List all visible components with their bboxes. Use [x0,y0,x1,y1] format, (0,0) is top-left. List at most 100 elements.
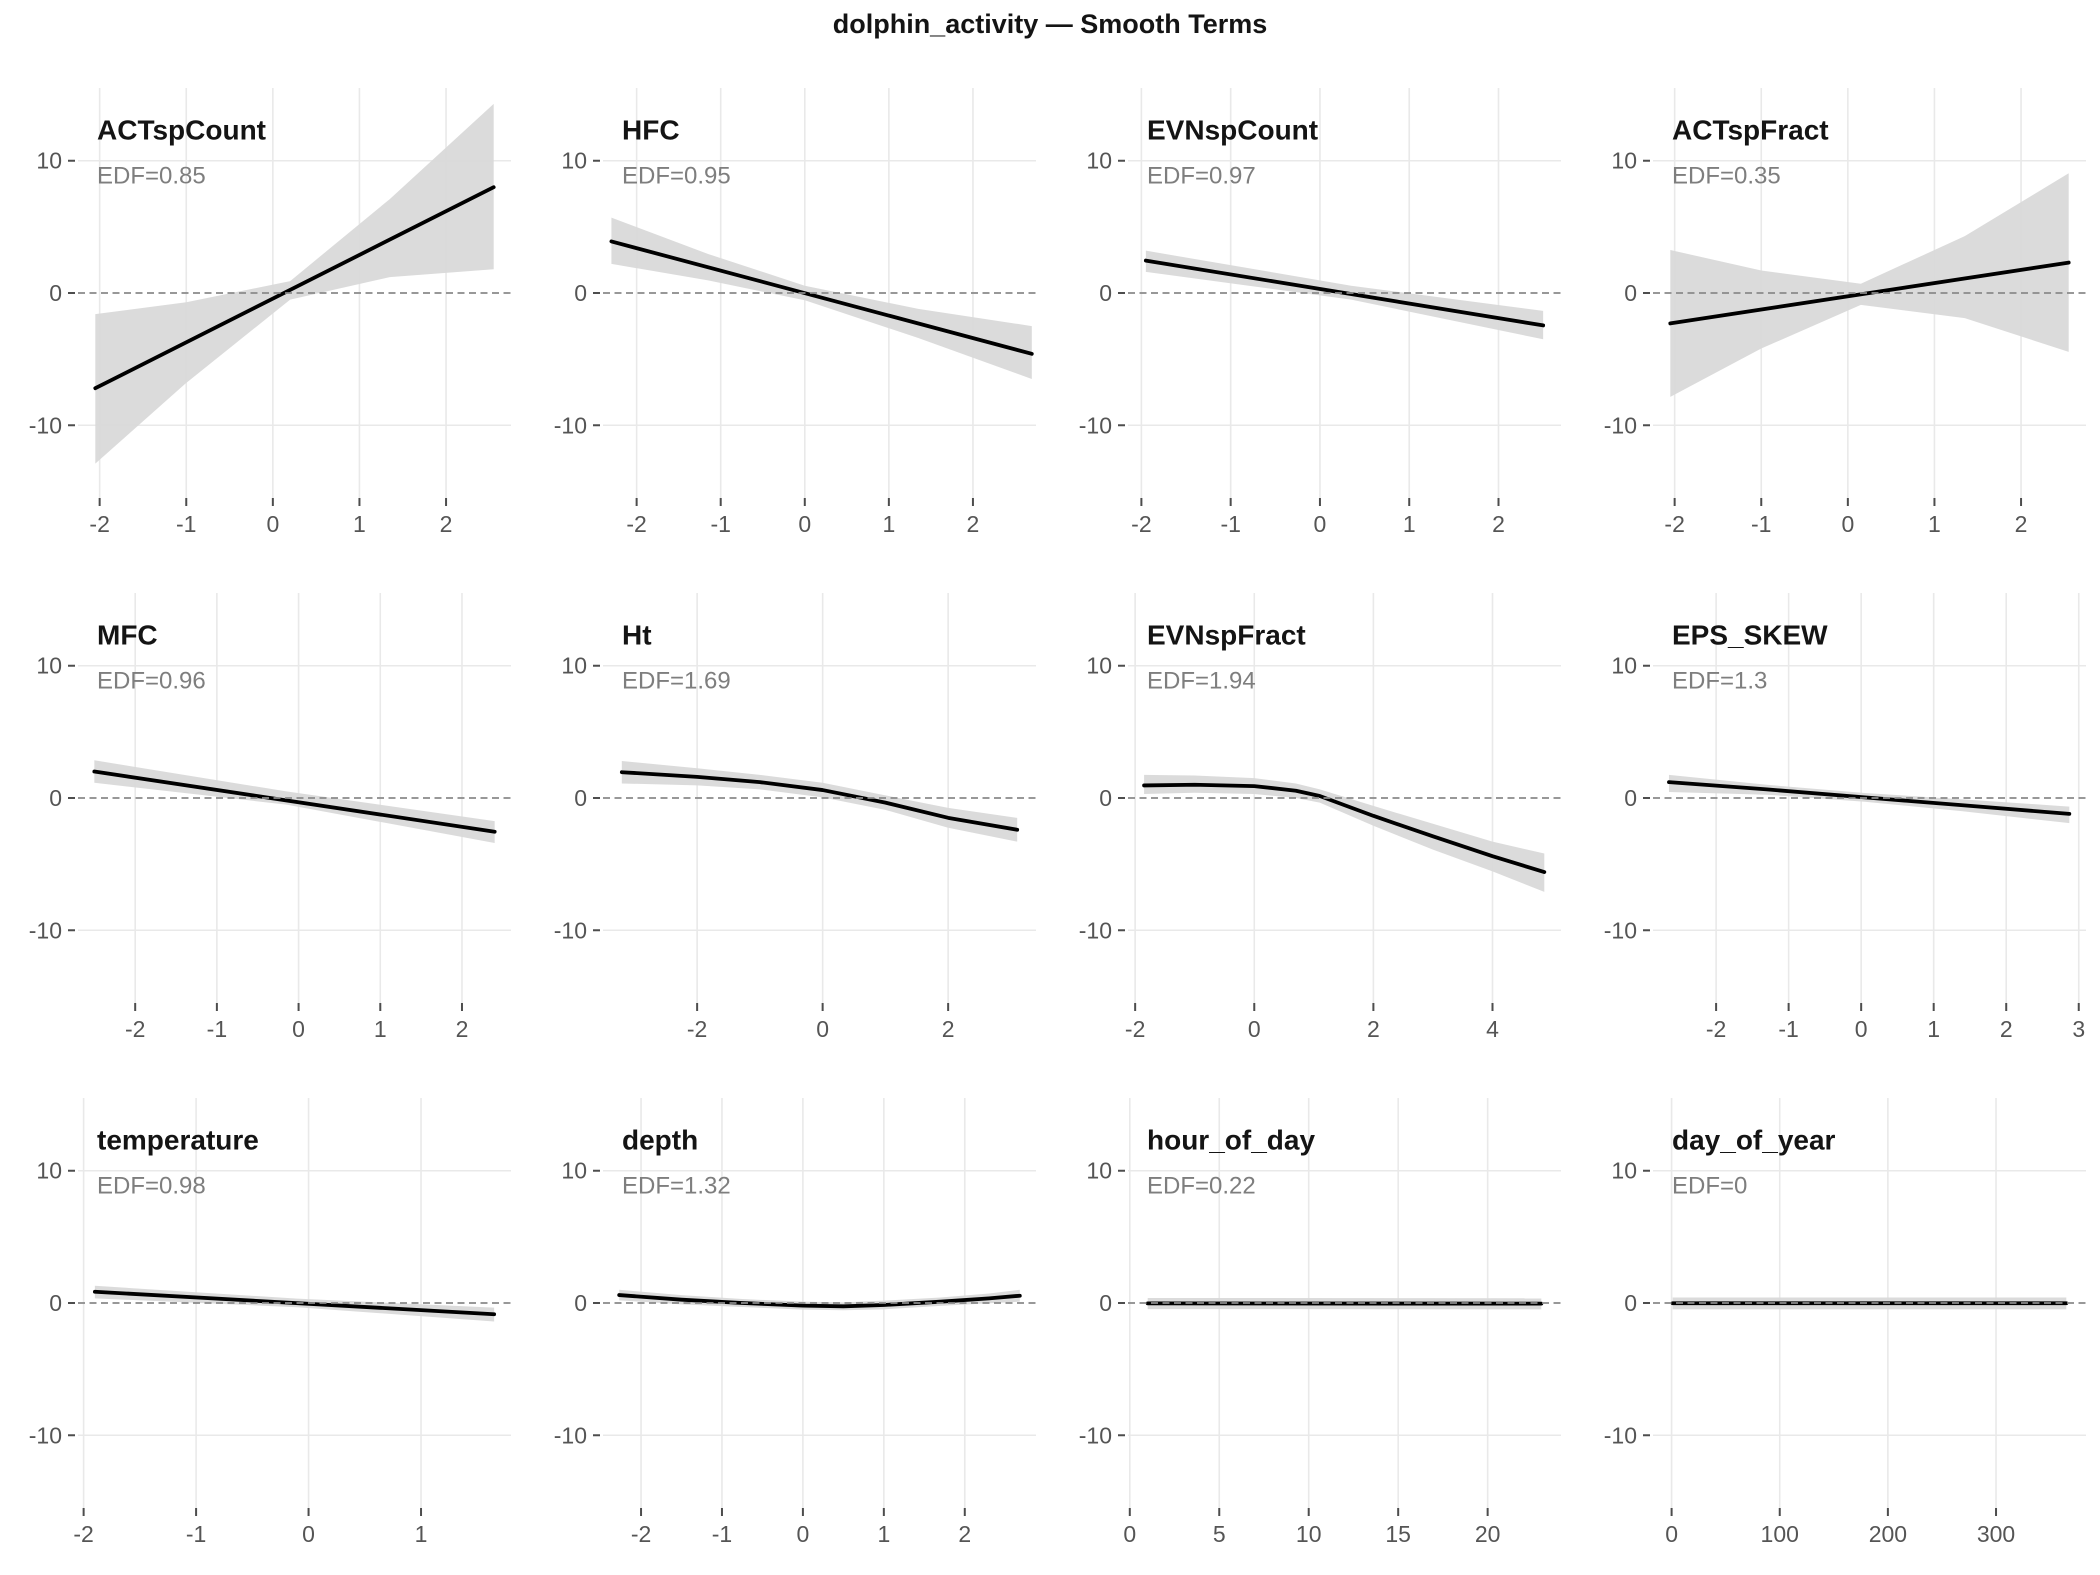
x-tick-label: 15 [1385,1521,1411,1547]
y-tick-label: -10 [29,1422,62,1448]
x-tick-label: 300 [1977,1521,2015,1547]
x-tick-label: 0 [1123,1521,1136,1547]
edf-label: EDF=0.85 [97,163,206,190]
smooth-term-panel: 10 0 -10 -2 -1 0 1 2 ACTspCount EDF=0.85 [0,60,525,565]
x-tick-label: -2 [1131,511,1151,537]
smooth-term-panel: 10 0 -10 -2 -1 0 1 2 HFC EDF=0.95 [525,60,1050,565]
panel-title: ACTspFract [1672,115,1829,146]
y-tick-label: -10 [1604,1422,1637,1448]
smooth-plot: 100-10-2 -1 0 1 2 3 EPS_SKEW EDF=1.3 [1604,593,2086,1042]
x-tick-label: 2 [958,1521,971,1547]
smooth-line [92,1289,497,1317]
text-layer: ACTspFract EDF=0.35 [1672,115,1829,190]
smooth-line [1142,782,1547,874]
panels-grid: 10 0 -10 -2 -1 0 1 2 ACTspCount EDF=0.85 10 0 -10… [0,60,2100,1575]
x-tick-label: -2 [89,511,109,537]
y-tick-label: -10 [1079,917,1112,943]
y-tick-label: 10 [561,148,587,174]
x-tick-label: -2 [125,1016,145,1042]
axis-tick-layer: 10 0 -10 -2 0 2 4 [1079,653,1499,1042]
smooth-plot: 10 0 -10 -2 0 2 4 EVNspFract EDF=1.94 [1079,593,1561,1042]
text-layer: day_of_year EDF=0 [1672,1125,1836,1200]
band-layer [1145,250,1544,340]
line-layer [1142,782,1547,874]
x-tick-label: 2 [942,1016,955,1042]
confidence-band [95,103,494,464]
x-tick-label: 200 [1869,1521,1907,1547]
smooth-plot: 100-100 100 200 300 day_of_year EDF=0 [1604,1098,2086,1547]
smooth-term-panel: 10 0 -10 -2 0 2 4 EVNspFract EDF=1.94 [1050,565,1575,1070]
smooth-term-panel: 10 0 -10 0 100 200 300 day_of_year EDF=0 [1575,1070,2100,1575]
x-tick-label: 2 [456,1016,469,1042]
smooth-plot: 100-10-2 -1 0 1 2 ACTspFract EDF=0.35 [1604,88,2086,537]
panel-title: depth [622,1125,698,1156]
y-tick-label: 10 [36,653,62,679]
y-tick-label: -10 [554,1422,587,1448]
smooth-plot: 10 0 -10 0 5 10 15 20 hour_of_day EDF=0.22 [1079,1098,1561,1547]
x-tick-label: -1 [1778,1016,1798,1042]
axis-tick-layer: 100-10-2 -1 0 1 2 [554,1158,971,1547]
axis-tick-layer: 100-10-2 -1 0 1 2 [554,148,980,537]
x-tick-label: 2 [967,511,980,537]
smooth-line [609,239,1034,356]
x-tick-label: 10 [1296,1521,1322,1547]
band-layer [619,1289,1020,1311]
panel-title: EVNspCount [1147,115,1318,146]
smooth-term-panel: 10 0 -10 -2 -1 0 1 2 MFC EDF=0.96 [0,565,525,1070]
x-tick-label: 1 [882,511,895,537]
y-tick-label: 10 [1611,1158,1637,1184]
x-tick-label: 2 [1492,511,1505,537]
smooth-plot: 10 0 -10 -2 0 2 Ht EDF=1.69 [554,593,1036,1042]
panel-title: ACTspCount [97,115,266,146]
axis-tick-layer: 100-10-2 -1 0 1 2 [29,653,469,1042]
x-tick-label: 2 [2000,1016,2013,1042]
text-layer: ACTspCount EDF=0.85 [97,115,266,190]
x-tick-label: -1 [207,1016,227,1042]
edf-label: EDF=1.94 [1147,668,1256,695]
smooth-term-panel: 10 0 -10 -2 -1 0 1 2 3 EPS_SKEW EDF=1.3 [1575,565,2100,1070]
smooth-line [92,769,497,834]
x-tick-label: 1 [877,1521,890,1547]
y-tick-label: 10 [1086,653,1112,679]
x-tick-label: -2 [687,1016,707,1042]
smooth-plot: 100-10-2 -1 0 1 2 depth EDF=1.32 [554,1098,1036,1547]
y-tick-label: 10 [36,1158,62,1184]
axis-tick-layer: 100-10-2 -1 0 1 2 [1604,148,2028,537]
y-tick-label: 10 [561,1158,587,1184]
band-layer [95,103,494,464]
smooth-plot: 100-10-2 -1 0 1 2 MFC EDF=0.96 [29,593,511,1042]
grid-layer [1653,88,2086,498]
y-tick-label: 10 [1611,653,1637,679]
y-tick-label: 0 [1624,1290,1637,1316]
y-tick-label: 10 [1086,148,1112,174]
band-layer [1670,173,2069,397]
confidence-band [619,1289,1020,1311]
edf-label: EDF=1.3 [1672,668,1767,695]
axis-tick-layer: 100-10-2 -1 0 1 2 [29,148,453,537]
edf-label: EDF=0.96 [97,668,206,695]
axis-tick-layer: 100-100 100 200 300 [1604,1158,2015,1547]
smooth-plot: 100-10-2 -1 0 1 2 ACTspCount EDF=0.85 [29,88,511,537]
text-layer: HFC EDF=0.95 [622,115,731,190]
y-tick-label: 0 [1624,785,1637,811]
y-tick-label: 0 [49,280,62,306]
x-tick-label: 0 [292,1016,305,1042]
x-tick-label: 0 [1855,1016,1868,1042]
text-layer: MFC EDF=0.96 [97,620,206,695]
band-layer [621,760,1018,842]
x-tick-label: -1 [712,1521,732,1547]
x-tick-label: -2 [1125,1016,1145,1042]
line-layer [93,185,496,391]
y-tick-label: 0 [574,785,587,811]
x-tick-label: 0 [1665,1521,1678,1547]
axis-tick-layer: 10 0 -10 0 5 10 15 20 [1079,1158,1501,1547]
axis-tick-layer: 10 0 -10 -2 0 2 [554,653,955,1042]
y-tick-label: -10 [1604,917,1637,943]
grid-layer [603,88,1036,498]
edf-label: EDF=0.95 [622,163,731,190]
confidence-band [1144,774,1545,892]
smooth-plot: 100-10-2 -1 0 1 2 HFC EDF=0.95 [554,88,1036,537]
panel-title: EPS_SKEW [1672,620,1828,651]
x-tick-label: 1 [415,1521,428,1547]
y-tick-label: 0 [1099,785,1112,811]
